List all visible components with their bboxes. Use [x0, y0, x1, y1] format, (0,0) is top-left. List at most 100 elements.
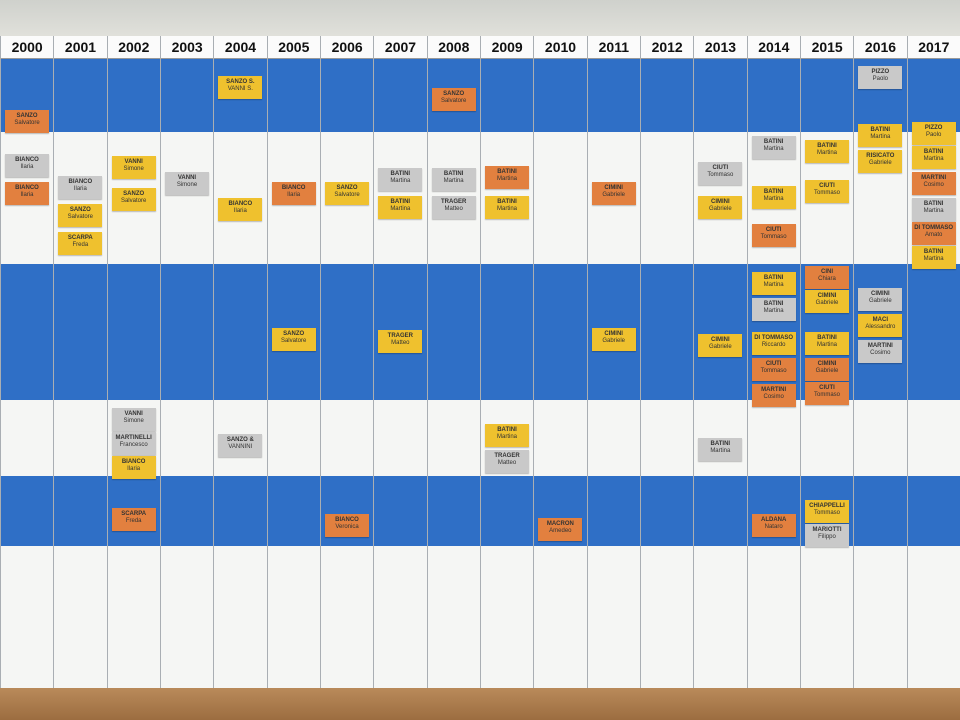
card-surname: BATINI	[497, 199, 517, 205]
year-column: 2000 SANZO Salvatore BIANCO Ilaria BIANCO Ilar…	[0, 36, 54, 690]
card-surname: CIMINI	[870, 291, 890, 297]
name-card: TRAGER Matteo	[431, 196, 476, 219]
year-header: 2008	[427, 36, 480, 59]
card-surname: CINI	[821, 269, 833, 275]
card-surname: RISICATO	[866, 153, 895, 159]
year-header: 2001	[54, 36, 107, 59]
name-card: CIUTI Tommaso	[805, 382, 849, 405]
card-first-name: Martina	[390, 178, 411, 184]
name-card: SANZO Salvatore	[431, 88, 476, 111]
card-surname: BATINI	[763, 189, 784, 195]
name-card: MARIOTTI Filippo	[805, 524, 849, 547]
card-first-name: Matteo	[497, 460, 517, 466]
card-first-name: Francesco	[119, 442, 148, 448]
card-first-name: Ilaria	[20, 164, 34, 170]
name-card: BATINI Martina	[911, 198, 956, 221]
card-first-name: Gabriele	[602, 338, 625, 344]
card-surname: SCARPA	[67, 235, 93, 241]
year-column: 2005 BIANCO Ilaria SANZO Salvatore	[266, 36, 320, 690]
card-first-name: Simone	[123, 418, 144, 424]
name-card: BIANCO Ilaria	[58, 176, 103, 199]
name-card: TRAGER Matteo	[378, 330, 423, 353]
card-surname: SANZO	[123, 191, 145, 197]
floor	[0, 688, 960, 720]
card-first-name: Martina	[923, 156, 944, 162]
card-first-name: Gabriele	[868, 298, 892, 304]
card-surname: CIUTI	[819, 183, 835, 189]
name-card: BATINI Martina	[485, 166, 529, 189]
name-card: BIANCO Ilaria	[5, 182, 49, 205]
name-card: MARTINI Cosimo	[858, 340, 903, 363]
name-card: VANNI Simone	[111, 156, 156, 179]
card-surname: MACRON	[546, 521, 574, 527]
card-first-name: Tommaso	[813, 510, 840, 516]
name-card: MARTINI Cosimo	[911, 172, 956, 195]
card-surname: VANNI	[177, 175, 197, 181]
year-header: 2005	[267, 36, 320, 59]
wall	[0, 0, 960, 40]
card-first-name: Gabriele	[708, 344, 732, 350]
year-column: 2017 PIZZO Paolo BATINI Martina MARTINI Cosimo…	[906, 36, 960, 690]
card-surname: BATINI	[710, 441, 731, 447]
name-card: BATINI Martina	[751, 298, 796, 321]
card-surname: BATINI	[817, 335, 837, 341]
card-surname: BIANCO	[15, 157, 39, 163]
year-header: 2002	[107, 36, 160, 59]
name-card: BATINI Martina	[431, 168, 476, 191]
card-surname: VANNI	[124, 411, 143, 417]
card-surname: BIANCO	[281, 185, 306, 191]
card-surname: TRAGER	[387, 333, 413, 339]
card-first-name: Martina	[710, 448, 731, 454]
card-first-name: Martina	[496, 434, 517, 440]
year-column: 2014 BATINI Martina BATINI Martina CIUTI Tomma…	[746, 36, 800, 690]
name-card: CINI Chiara	[805, 266, 849, 289]
card-first-name: Riccardo	[761, 342, 786, 348]
card-surname: SANZO	[336, 185, 358, 191]
card-first-name: Salvatore	[120, 198, 147, 204]
name-card: SCARPA Freda	[58, 232, 103, 255]
name-card: RISICATO Gabriele	[858, 150, 903, 173]
name-card: BATINI Martina	[698, 438, 743, 461]
card-first-name: Martina	[923, 256, 944, 262]
card-surname: MARTINELLI	[115, 435, 152, 441]
name-card: CIMINI Gabriele	[858, 288, 903, 311]
year-header: 2000	[1, 36, 54, 59]
name-card: MACRON Amedeo	[538, 518, 583, 541]
card-surname: CIUTI	[765, 227, 782, 233]
name-card: CIMINI Gabriele	[805, 358, 849, 381]
card-first-name: Gabriele	[815, 368, 839, 374]
card-first-name: Martina	[763, 308, 784, 314]
card-surname: DI TOMMASO	[754, 335, 794, 341]
year-column: 2003 VANNI Simone	[160, 36, 214, 690]
year-column: 2006 SANZO Salvatore BIANCO Veronica	[320, 36, 374, 690]
card-surname: BATINI	[443, 171, 464, 177]
name-card: CIMINI Gabriele	[698, 334, 743, 357]
card-surname: BIANCO	[335, 517, 359, 523]
year-header: 2007	[374, 36, 427, 59]
name-card: BIANCO Ilaria	[5, 154, 49, 177]
card-first-name: Martina	[496, 176, 517, 182]
name-card: BATINI Martina	[911, 146, 956, 169]
year-column: 2013 CIUTI Tommaso CIMINI Gabriele CIMINI Gabr…	[693, 36, 747, 690]
card-surname: SANZO	[283, 331, 305, 337]
name-card: ALDANA Nataro	[751, 514, 796, 537]
card-first-name: Martina	[816, 342, 837, 348]
name-card: SANZO Salvatore	[58, 204, 103, 227]
card-surname: MARIOTTI	[812, 527, 842, 533]
card-surname: MARTINI	[761, 387, 787, 393]
year-column: 2015 BATINI Martina CIUTI Tommaso CINI Chiara C…	[800, 36, 854, 690]
card-first-name: Tommaso	[813, 392, 840, 398]
card-first-name: VANNINI	[228, 444, 253, 450]
name-card: MARTINI Cosimo	[751, 384, 796, 407]
card-surname: BATINI	[763, 139, 784, 145]
card-surname: MACI	[872, 317, 888, 323]
card-first-name: Simone	[176, 182, 198, 188]
card-surname: SANZO &	[226, 437, 254, 443]
name-card: CIMINI Gabriele	[698, 196, 743, 219]
year-column: 2009 BATINI Martina BATINI Martina BATINI Mart…	[480, 36, 534, 690]
card-surname: TRAGER	[494, 453, 520, 459]
name-card: BIANCO Ilaria	[271, 182, 316, 205]
year-column: 2001 BIANCO Ilaria SANZO Salvatore SCARPA Fred…	[53, 36, 107, 690]
card-first-name: Ilaria	[127, 466, 141, 472]
